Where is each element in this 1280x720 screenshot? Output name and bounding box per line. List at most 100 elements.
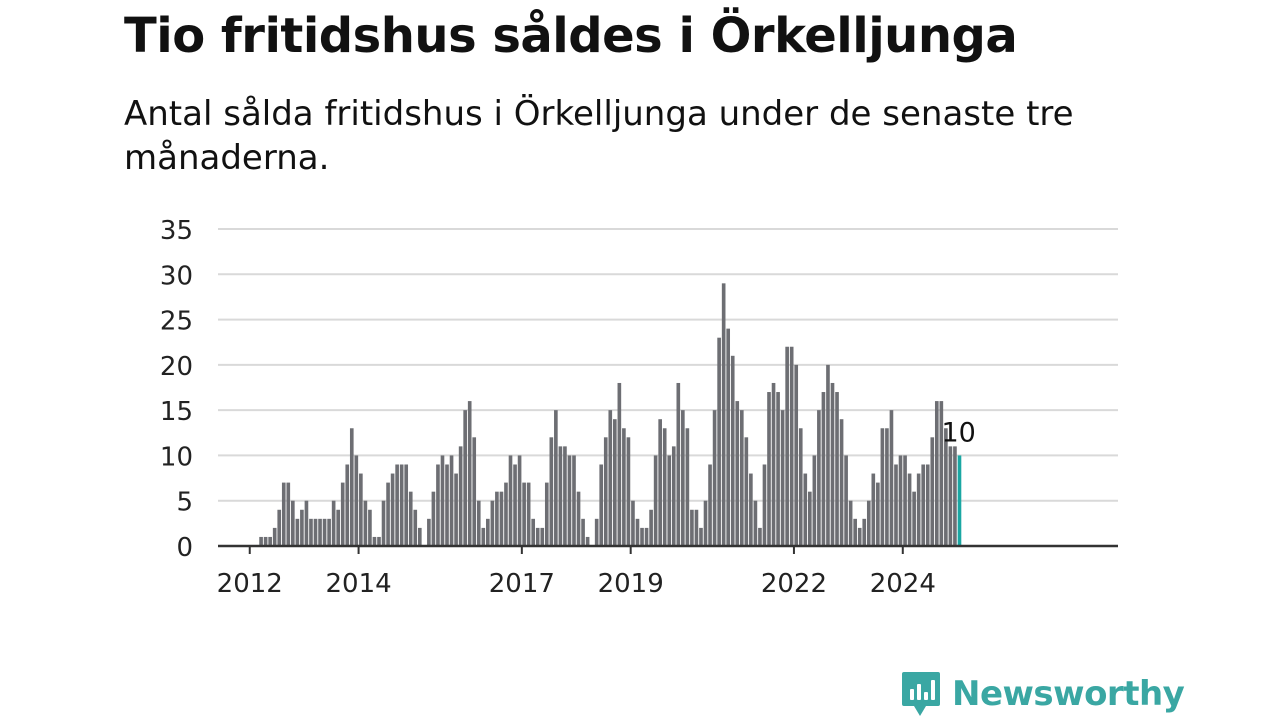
bar xyxy=(844,455,848,546)
bar xyxy=(417,527,422,546)
bar xyxy=(372,536,377,546)
bar xyxy=(948,446,953,546)
bar xyxy=(599,464,604,546)
bar xyxy=(685,428,690,546)
bar xyxy=(309,518,313,546)
chart-title: Tio fritidshus såldes i Örkelljunga xyxy=(124,8,1018,64)
bar xyxy=(930,437,935,546)
bar xyxy=(377,536,381,546)
bar xyxy=(295,518,300,546)
bar xyxy=(676,382,681,546)
bar xyxy=(708,464,712,546)
bar xyxy=(286,482,291,546)
grid-lines xyxy=(218,228,1118,502)
bar xyxy=(880,428,885,546)
y-tick-label: 15 xyxy=(160,397,193,427)
bar xyxy=(499,491,504,546)
bar xyxy=(671,446,676,546)
bar xyxy=(327,518,331,546)
bar xyxy=(340,482,345,546)
newsworthy-logo: Newsworthy xyxy=(900,670,1185,718)
bar-latest xyxy=(957,455,962,546)
bar xyxy=(544,482,549,546)
bar xyxy=(359,473,363,546)
bar xyxy=(481,527,486,546)
bar xyxy=(939,401,944,546)
bar xyxy=(613,419,617,546)
y-tick-label: 0 xyxy=(176,533,193,563)
bar xyxy=(486,518,490,546)
bar xyxy=(658,419,662,546)
bar xyxy=(458,446,463,546)
bar xyxy=(649,509,653,546)
bar xyxy=(259,536,263,546)
newsworthy-logo-text: Newsworthy xyxy=(952,674,1185,714)
bar xyxy=(413,509,418,546)
bar xyxy=(445,464,449,546)
bar xyxy=(681,410,685,546)
bar xyxy=(925,464,930,546)
bar xyxy=(427,518,431,546)
bar xyxy=(916,473,921,546)
bar xyxy=(812,455,817,546)
bar xyxy=(808,491,812,546)
bar xyxy=(449,455,454,546)
bar xyxy=(363,500,368,546)
bar xyxy=(749,473,753,546)
bar xyxy=(794,364,799,546)
bar xyxy=(876,482,880,546)
bar xyxy=(322,518,327,546)
bar xyxy=(934,401,939,546)
bar xyxy=(336,509,340,546)
bar xyxy=(272,527,277,546)
bar xyxy=(703,500,708,546)
bar xyxy=(944,428,948,546)
bar-series xyxy=(259,283,962,546)
y-tick-label: 35 xyxy=(160,216,193,246)
bar xyxy=(907,473,912,546)
bar xyxy=(857,527,862,546)
bar xyxy=(567,455,572,546)
bar xyxy=(603,437,608,546)
bar xyxy=(753,500,758,546)
bar xyxy=(726,328,731,546)
bar xyxy=(690,509,694,546)
x-tick-label: 2024 xyxy=(870,569,936,599)
bar xyxy=(572,455,576,546)
bar xyxy=(495,491,499,546)
y-axis-tick-labels: 0 5 10 15 20 25 30 35 xyxy=(160,216,193,563)
bar xyxy=(277,509,282,546)
bar xyxy=(381,500,386,546)
bar xyxy=(885,428,889,546)
bar xyxy=(712,410,717,546)
bar xyxy=(903,455,907,546)
bar xyxy=(771,382,776,546)
bar xyxy=(390,473,395,546)
bar xyxy=(817,410,821,546)
bar xyxy=(349,428,354,546)
bar xyxy=(735,401,740,546)
bar xyxy=(898,455,903,546)
bar xyxy=(785,346,789,546)
bar xyxy=(739,410,744,546)
bar xyxy=(803,473,808,546)
bar xyxy=(268,536,272,546)
bar xyxy=(921,464,926,546)
bar xyxy=(431,491,436,546)
bar xyxy=(776,392,780,546)
data-labels: 10 xyxy=(941,417,975,448)
chart-subtitle: Antal sålda fritidshus i Örkelljunga und… xyxy=(124,94,1074,178)
bar xyxy=(694,509,699,546)
x-tick-label: 2012 xyxy=(217,569,283,599)
x-axis-tick-labels: 2012 2014 2017 2019 2022 2024 xyxy=(217,546,936,599)
bar xyxy=(395,464,399,546)
bar xyxy=(730,355,735,546)
bar xyxy=(622,428,626,546)
bar xyxy=(866,500,871,546)
bar xyxy=(721,283,726,546)
bar xyxy=(281,482,286,546)
y-tick-label: 10 xyxy=(160,442,193,472)
bar xyxy=(436,464,440,546)
latest-value-label: 10 xyxy=(941,417,975,448)
